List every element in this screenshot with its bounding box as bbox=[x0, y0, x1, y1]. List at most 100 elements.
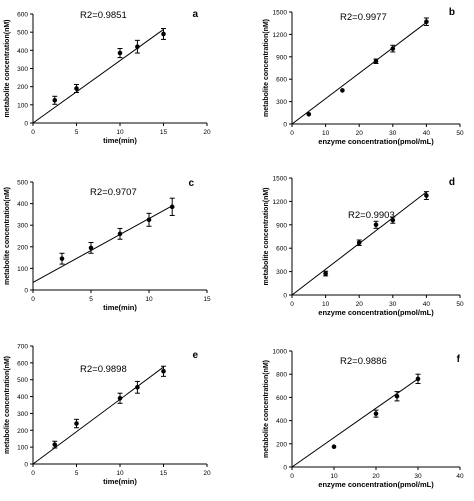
y-tick-label: 1500 bbox=[273, 10, 288, 17]
r-squared-label: R2=0.9977 bbox=[340, 12, 387, 23]
x-tick-label: 20 bbox=[203, 129, 211, 136]
y-tick-label: 100 bbox=[17, 102, 28, 109]
panel-label: f bbox=[457, 354, 461, 365]
x-tick-label: 40 bbox=[423, 301, 431, 308]
y-tick-label: 300 bbox=[17, 66, 28, 73]
regression-line bbox=[32, 366, 164, 465]
r-squared-label: R2=0.9707 bbox=[90, 187, 137, 198]
x-tick-label: 30 bbox=[414, 473, 422, 480]
data-point bbox=[306, 111, 312, 117]
y-axis-title: metabolite concentration(nM) bbox=[263, 187, 270, 285]
data-point bbox=[117, 395, 123, 401]
y-tick-label: 200 bbox=[17, 84, 28, 91]
y-axis-title: metabolite concentration(nM) bbox=[4, 19, 11, 117]
y-tick-label: 600 bbox=[276, 246, 287, 253]
r-squared-label: R2=0.9903 bbox=[348, 210, 395, 221]
x-tick-label: 0 bbox=[31, 470, 35, 477]
y-tick-label: 400 bbox=[17, 394, 28, 401]
y-tick-label: 600 bbox=[17, 12, 28, 19]
y-tick-label: 1000 bbox=[273, 349, 288, 356]
x-tick-label: 0 bbox=[290, 301, 294, 308]
x-tick-label: 5 bbox=[89, 296, 93, 303]
x-axis-title: time(min) bbox=[103, 303, 137, 312]
x-tick-label: 40 bbox=[456, 473, 464, 480]
data-point bbox=[88, 245, 94, 251]
r-squared-label: R2=0.9898 bbox=[80, 364, 127, 375]
y-axis-title: metabolite concentration(nM) bbox=[263, 19, 270, 117]
y-tick-label: 0 bbox=[24, 121, 28, 128]
data-point bbox=[424, 19, 429, 25]
data-point bbox=[390, 217, 396, 223]
y-tick-label: 600 bbox=[276, 395, 287, 402]
r-squared-label: R2=0.9886 bbox=[340, 356, 387, 367]
x-tick-label: 10 bbox=[330, 473, 338, 480]
x-tick-label: 50 bbox=[456, 301, 464, 308]
regression-line bbox=[32, 205, 173, 283]
y-tick-label: 400 bbox=[17, 201, 28, 208]
x-tick-label: 10 bbox=[116, 129, 124, 136]
data-point bbox=[394, 393, 400, 399]
x-axis-title: enzyme concentration(pmol/mL) bbox=[318, 480, 434, 489]
y-tick-label: 600 bbox=[17, 360, 28, 367]
data-point bbox=[169, 204, 175, 210]
x-tick-label: 20 bbox=[356, 301, 364, 308]
panel-label: e bbox=[192, 350, 198, 361]
panel-label: a bbox=[192, 9, 198, 20]
y-tick-label: 300 bbox=[17, 223, 28, 230]
x-tick-label: 0 bbox=[290, 130, 294, 137]
y-tick-label: 0 bbox=[24, 462, 28, 469]
y-tick-label: 300 bbox=[17, 411, 28, 418]
data-point bbox=[74, 86, 79, 91]
data-point bbox=[331, 444, 337, 450]
data-point bbox=[52, 97, 58, 103]
y-axis-title: metabolite concentration(nM) bbox=[263, 360, 270, 458]
x-tick-label: 30 bbox=[389, 301, 397, 308]
x-tick-label: 0 bbox=[31, 129, 35, 136]
y-tick-label: 300 bbox=[276, 99, 287, 106]
data-point bbox=[117, 50, 123, 56]
regression-line bbox=[32, 29, 164, 124]
y-tick-label: 1200 bbox=[273, 199, 288, 206]
y-tick-label: 0 bbox=[283, 122, 287, 129]
data-point bbox=[117, 231, 123, 237]
panel-label: d bbox=[449, 177, 455, 188]
data-point bbox=[135, 385, 140, 390]
x-tick-label: 20 bbox=[356, 130, 364, 137]
y-tick-label: 700 bbox=[17, 344, 28, 351]
y-tick-label: 600 bbox=[276, 77, 287, 84]
y-tick-label: 0 bbox=[283, 293, 287, 300]
x-axis-title: enzyme concentration(pmol/mL) bbox=[318, 137, 434, 146]
x-tick-label: 15 bbox=[160, 470, 168, 477]
y-tick-label: 0 bbox=[283, 465, 287, 472]
panel-label: c bbox=[188, 178, 194, 189]
panel-label: b bbox=[449, 7, 455, 18]
y-tick-label: 900 bbox=[276, 222, 287, 229]
y-axis-title: metabolite concentration(nM) bbox=[4, 356, 11, 454]
y-tick-label: 200 bbox=[17, 244, 28, 251]
x-tick-label: 10 bbox=[145, 296, 153, 303]
y-tick-label: 1200 bbox=[273, 32, 288, 39]
data-point bbox=[52, 442, 58, 447]
x-tick-label: 5 bbox=[75, 129, 79, 136]
regression-line bbox=[291, 22, 427, 125]
y-tick-label: 500 bbox=[17, 377, 28, 384]
x-tick-label: 15 bbox=[160, 129, 168, 136]
x-tick-label: 0 bbox=[31, 296, 35, 303]
y-tick-label: 100 bbox=[17, 445, 28, 452]
data-point bbox=[390, 46, 396, 51]
x-tick-label: 30 bbox=[389, 130, 397, 137]
data-point bbox=[424, 193, 429, 198]
y-tick-label: 900 bbox=[276, 54, 287, 61]
y-tick-label: 500 bbox=[17, 30, 28, 37]
data-point bbox=[135, 44, 140, 49]
y-axis-title: metabolite concentration(nM) bbox=[4, 187, 11, 285]
x-axis-title: time(min) bbox=[103, 136, 137, 145]
data-point bbox=[74, 421, 79, 426]
x-axis-title: enzyme concentration(pmol/mL) bbox=[318, 308, 434, 317]
x-tick-label: 10 bbox=[322, 301, 330, 308]
y-tick-label: 400 bbox=[17, 48, 28, 55]
y-tick-label: 0 bbox=[24, 288, 28, 295]
x-tick-label: 50 bbox=[456, 130, 464, 137]
data-point bbox=[161, 368, 166, 374]
x-tick-label: 15 bbox=[203, 296, 211, 303]
